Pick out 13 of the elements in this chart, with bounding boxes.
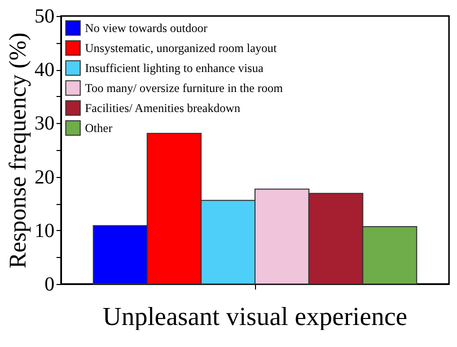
legend-label: Too many/ oversize furniture in the room [85, 81, 284, 95]
y-tick-label: 0 [44, 274, 54, 296]
legend-label: No view towards outdoor [85, 21, 208, 35]
y-tick-label: 50 [34, 6, 54, 28]
y-tick-label: 10 [34, 220, 54, 242]
y-axis-title: Response frequency (%) [6, 32, 32, 268]
legend-label: Facilities/ Amenities breakdown [85, 101, 240, 115]
legend-label: Unsystematic, unorganized room layout [85, 41, 278, 55]
legend-label: Other [85, 121, 112, 135]
y-tick-label: 20 [34, 166, 54, 188]
y-tick-label: 30 [34, 112, 54, 135]
y-tick-label: 40 [34, 59, 54, 82]
legend-label: Insufficient lighting to enhance visua [85, 61, 264, 75]
